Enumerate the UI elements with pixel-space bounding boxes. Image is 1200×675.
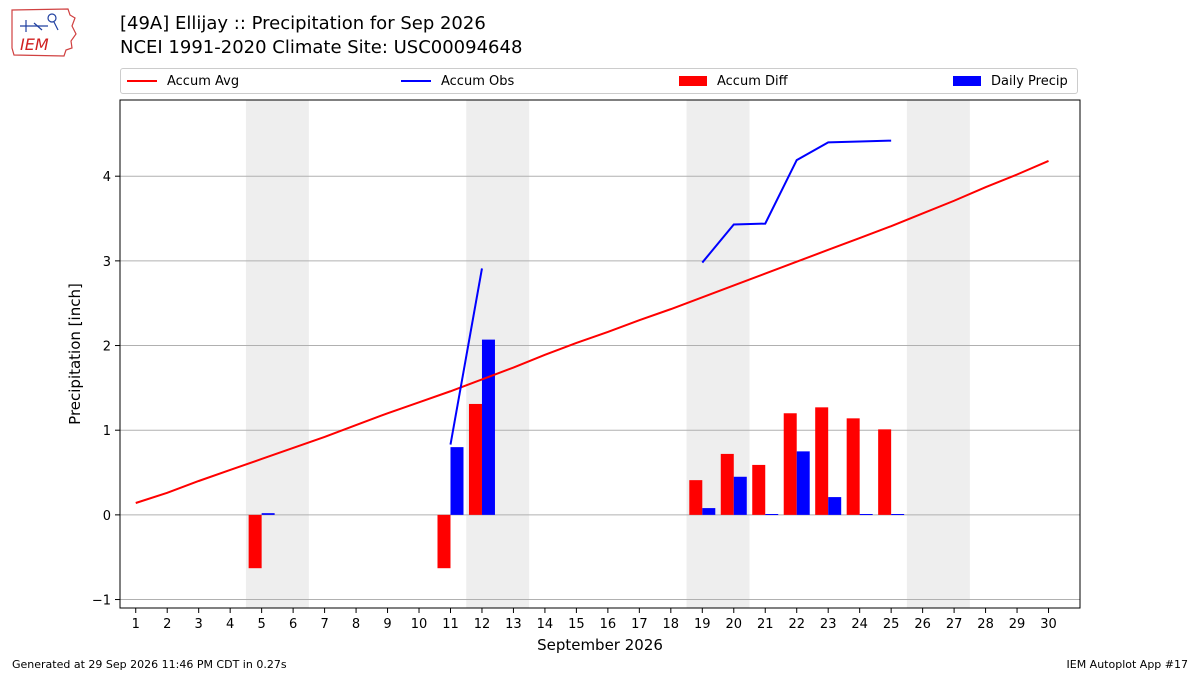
- x-axis: 1 2 3 4 5 6 7 8 9 10 11 12 13 14 15 16 17 18 19 20 21 22 23 24 2…: [132, 608, 1057, 632]
- accum-diff-bar-day-5: [248, 514, 262, 569]
- legend-accum-diff-swatch: [679, 76, 707, 86]
- legend-accum-obs-label: Accum Obs: [441, 73, 515, 89]
- x-axis-label: September 2026: [537, 636, 663, 654]
- plot-frame: [119, 99, 1081, 609]
- x-tick-label-27: 27: [946, 617, 963, 632]
- x-tick-label-6: 6: [289, 617, 297, 632]
- x-tick-label-3: 3: [195, 617, 203, 632]
- iowa-map-logo-icon: IEM: [11, 8, 77, 57]
- x-tick-label-16: 16: [600, 617, 617, 632]
- y-tick-label-4: 4: [103, 170, 111, 185]
- x-tick-label-1: 1: [132, 617, 140, 632]
- daily-precip-bar-day-21: [765, 514, 779, 516]
- daily-precip-bar-day-22: [796, 451, 810, 515]
- legend-daily-precip-swatch: [953, 76, 981, 86]
- x-tick-label-21: 21: [757, 617, 774, 632]
- x-tick-label-28: 28: [977, 617, 994, 632]
- x-tick-label-9: 9: [383, 617, 391, 632]
- daily-precip-bar-day-23: [828, 497, 842, 515]
- x-tick-label-24: 24: [851, 617, 868, 632]
- accum-diff-bar-day-22: [783, 413, 797, 515]
- legend-accum-avg-label: Accum Avg: [167, 73, 240, 89]
- x-tick-label-2: 2: [163, 617, 171, 632]
- accum-diff-bar-day-25: [878, 429, 892, 515]
- daily-precip-bar-day-12: [481, 339, 495, 515]
- chart-legend: Accum Avg Accum Obs Accum Diff Daily Pre…: [120, 68, 1078, 94]
- footer-app-id: IEM Autoplot App #17: [1066, 658, 1189, 671]
- legend-accum-diff-label: Accum Diff: [717, 73, 788, 89]
- x-tick-label-17: 17: [631, 617, 648, 632]
- accum-diff-bar-day-24: [846, 418, 860, 515]
- x-tick-label-25: 25: [883, 617, 900, 632]
- x-tick-label-8: 8: [352, 617, 360, 632]
- accum-diff-bar-day-21: [752, 464, 766, 515]
- legend-accum-avg-swatch: [127, 80, 157, 82]
- x-tick-label-30: 30: [1040, 617, 1057, 632]
- weekend-shade-4: [906, 100, 970, 608]
- chart-title: [49A] Ellijay :: Precipitation for Sep 2…: [120, 13, 486, 34]
- daily-precip-bar-day-20: [733, 476, 747, 515]
- x-tick-label-26: 26: [914, 617, 931, 632]
- x-tick-label-14: 14: [537, 617, 554, 632]
- accum-obs-line-segment-2: [701, 139, 892, 264]
- legend-daily-precip-label: Daily Precip: [991, 73, 1068, 89]
- daily-precip-bar-day-19: [702, 508, 716, 515]
- daily-precip-bar-day-11: [450, 447, 464, 515]
- legend-daily-precip: Daily Precip: [953, 69, 1068, 93]
- accum-diff-bar-day-12: [468, 403, 482, 515]
- accum-diff-bar-day-19: [689, 480, 703, 515]
- chart-subtitle: NCEI 1991-2020 Climate Site: USC00094648: [120, 37, 523, 58]
- legend-accum-obs-swatch: [401, 80, 431, 82]
- x-tick-label-11: 11: [442, 617, 459, 632]
- legend-accum-obs: Accum Obs: [401, 69, 514, 93]
- y-tick-label--1: −1: [92, 594, 111, 609]
- weekend-shade-2: [466, 100, 530, 608]
- series-lines: [135, 139, 1049, 504]
- y-tick-label-1: 1: [103, 424, 111, 439]
- accum-obs-line-segment-1: [449, 268, 483, 445]
- y-tick-label-2: 2: [103, 340, 111, 355]
- x-tick-label-20: 20: [725, 617, 742, 632]
- x-tick-label-19: 19: [694, 617, 711, 632]
- y-axis: −1 0 1 2 3 4: [92, 170, 120, 609]
- x-tick-label-4: 4: [226, 617, 234, 632]
- bars: [248, 339, 905, 569]
- y-axis-label: Precipitation [inch]: [66, 283, 84, 425]
- iem-logo: IEM: [8, 6, 80, 58]
- accum-avg-line: [135, 160, 1049, 504]
- daily-precip-bar-day-5: [261, 513, 275, 515]
- accum-diff-bar-day-20: [720, 453, 734, 515]
- x-tick-label-29: 29: [1009, 617, 1026, 632]
- x-tick-label-12: 12: [474, 617, 491, 632]
- accum-diff-bar-day-11: [437, 514, 451, 569]
- daily-precip-bar-day-25: [891, 514, 905, 516]
- weekend-shade-3: [686, 100, 750, 608]
- svg-text:IEM: IEM: [20, 35, 49, 54]
- daily-precip-bar-day-24: [859, 514, 873, 516]
- x-tick-label-15: 15: [568, 617, 585, 632]
- x-tick-label-5: 5: [257, 617, 265, 632]
- x-tick-label-10: 10: [411, 617, 428, 632]
- x-tick-label-22: 22: [788, 617, 805, 632]
- x-tick-label-13: 13: [505, 617, 522, 632]
- legend-accum-avg: Accum Avg: [127, 69, 239, 93]
- y-tick-label-3: 3: [103, 255, 111, 270]
- x-tick-label-18: 18: [663, 617, 680, 632]
- footer-generated: Generated at 29 Sep 2026 11:46 PM CDT in…: [12, 658, 287, 671]
- legend-accum-diff: Accum Diff: [679, 69, 788, 93]
- y-tick-label-0: 0: [103, 509, 111, 524]
- gridlines: [120, 175, 1080, 601]
- x-tick-label-7: 7: [320, 617, 328, 632]
- accum-diff-bar-day-23: [815, 407, 829, 515]
- x-tick-label-23: 23: [820, 617, 837, 632]
